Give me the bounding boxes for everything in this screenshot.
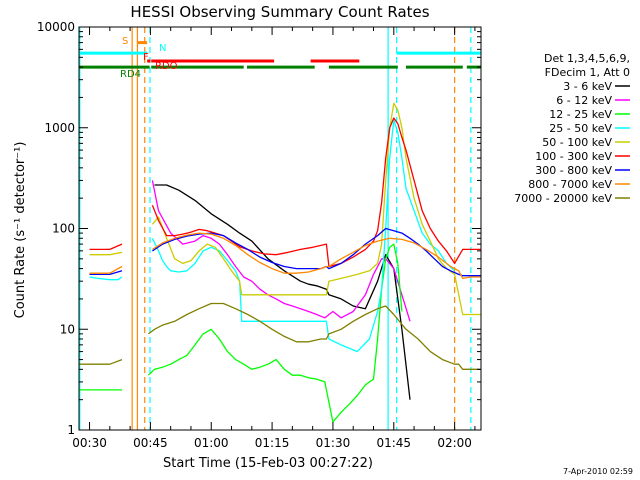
legend-label-6-12-kev: 6 - 12 keV <box>556 94 612 107</box>
series-line-25-50-kev <box>89 119 456 353</box>
legend: Det 1,3,4,5,6,9,FDecim 1, Att 03 - 6 keV… <box>514 52 630 205</box>
y-tick-label: 1 <box>67 423 75 437</box>
x-tick-label: 01:15 <box>255 436 290 450</box>
series-line-12-25-kev <box>79 243 403 423</box>
flag-label-s: S <box>122 36 128 47</box>
series-lines <box>79 102 481 423</box>
flag-bars: S NF RDO RD4 <box>79 36 481 80</box>
y-tick-label: 10 <box>60 322 75 336</box>
flag-label-rdo: RDO <box>155 61 178 72</box>
timestamp: 7-Apr-2010 02:59 <box>563 467 633 476</box>
legend-label-100-300-kev: 100 - 300 keV <box>535 150 612 163</box>
x-tick-label: 00:30 <box>72 436 107 450</box>
x-tick-label: 01:00 <box>194 436 229 450</box>
legend-header-line: FDecim 1, Att 0 <box>545 66 630 79</box>
legend-label-12-25-kev: 12 - 25 keV <box>549 108 612 121</box>
y-axis-label: Count Rate (s⁻¹ detector⁻¹) <box>13 142 28 319</box>
legend-label-7000-20000-kev: 7000 - 20000 keV <box>514 192 612 205</box>
flag-label-rd4: RD4 <box>120 69 141 80</box>
y-tick-label: 100 <box>52 222 75 236</box>
x-axis-label: Start Time (15-Feb-03 00:27:22) <box>163 456 373 471</box>
x-axis: 00:30 00:45 01:00 01:15 01:30 01:45 02:00 <box>72 27 476 450</box>
y-tick-label: 1000 <box>44 121 75 135</box>
y-tick-label: 10000 <box>37 20 75 34</box>
x-tick-label: 01:30 <box>316 436 351 450</box>
legend-label-300-800-kev: 300 - 800 keV <box>535 164 612 177</box>
x-tick-label: 01:45 <box>376 436 411 450</box>
chart-title: HESSI Observing Summary Count Rates <box>130 3 429 21</box>
series-line-50-100-kev <box>89 102 481 316</box>
legend-label-800-7000-kev: 800 - 7000 keV <box>528 178 612 191</box>
y-axis: 1 10 100 1000 10000 <box>37 20 481 437</box>
legend-label-3-6-kev: 3 - 6 keV <box>563 80 612 93</box>
series-line-100-300-kev <box>89 117 481 268</box>
flag-label-f: F <box>143 52 149 63</box>
x-tick-label: 00:45 <box>133 436 168 450</box>
series-line-800-7000-kev <box>89 232 481 280</box>
series-line-6-12-kev <box>151 180 411 322</box>
legend-label-25-50-kev: 25 - 50 keV <box>549 122 612 135</box>
series-line-7000-20000-kev <box>79 302 481 370</box>
series-line-3-6-kev <box>154 184 411 400</box>
interval-markers <box>79 27 472 430</box>
legend-header-line: Det 1,3,4,5,6,9, <box>544 52 630 65</box>
flag-label-n: N <box>159 43 166 54</box>
series-line-300-800-kev <box>89 227 481 277</box>
legend-label-50-100-kev: 50 - 100 keV <box>542 136 612 149</box>
x-tick-label: 02:00 <box>437 436 472 450</box>
